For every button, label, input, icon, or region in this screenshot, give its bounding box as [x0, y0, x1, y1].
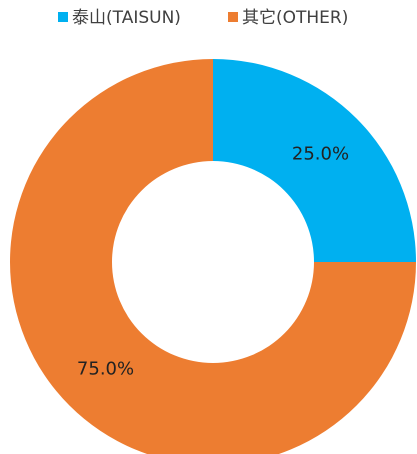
legend-label: 其它(OTHER)	[242, 8, 348, 28]
data-label: 75.0%	[77, 358, 134, 379]
legend-swatch	[228, 12, 238, 22]
legend-swatch	[58, 12, 68, 22]
donut-slice	[213, 59, 416, 262]
donut-slice	[10, 59, 416, 454]
data-label: 25.0%	[292, 144, 349, 165]
legend-label: 泰山(TAISUN)	[72, 8, 181, 28]
